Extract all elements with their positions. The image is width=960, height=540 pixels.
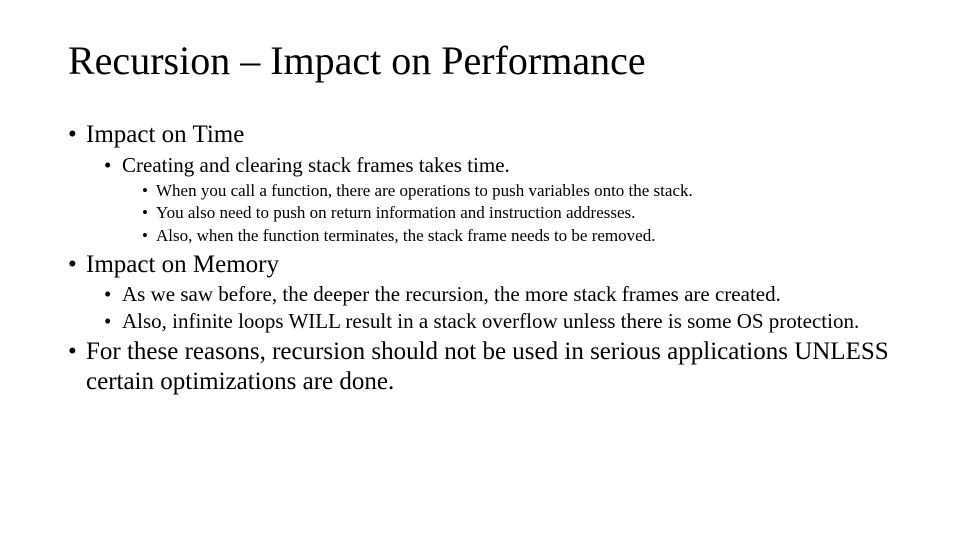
bullet-lvl1: Impact on Memory As we saw before, the d… — [68, 250, 892, 335]
bullet-lvl2: As we saw before, the deeper the recursi… — [104, 282, 892, 308]
bullet-text: For these reasons, recursion should not … — [86, 338, 889, 396]
bullet-text: You also need to push on return informat… — [156, 203, 635, 222]
bullet-sublist: As we saw before, the deeper the recursi… — [86, 282, 892, 334]
bullet-list: Impact on Time Creating and clearing sta… — [68, 120, 892, 398]
bullet-text: Impact on Memory — [86, 251, 279, 278]
bullet-lvl2: Also, infinite loops WILL result in a st… — [104, 309, 892, 335]
bullet-text: Also, infinite loops WILL result in a st… — [122, 309, 859, 333]
bullet-lvl3: Also, when the function terminates, the … — [142, 225, 892, 246]
bullet-sublist: When you call a function, there are oper… — [122, 180, 892, 246]
bullet-text: When you call a function, there are oper… — [156, 181, 693, 200]
bullet-lvl2: Creating and clearing stack frames takes… — [104, 153, 892, 246]
bullet-text: Also, when the function terminates, the … — [156, 226, 655, 245]
slide: Recursion – Impact on Performance Impact… — [0, 0, 960, 540]
bullet-lvl3: You also need to push on return informat… — [142, 202, 892, 223]
bullet-text: Impact on Time — [86, 121, 244, 148]
bullet-text: As we saw before, the deeper the recursi… — [122, 282, 781, 306]
bullet-lvl3: When you call a function, there are oper… — [142, 180, 892, 201]
bullet-text: Creating and clearing stack frames takes… — [122, 153, 510, 177]
slide-title: Recursion – Impact on Performance — [68, 38, 892, 84]
bullet-lvl1: For these reasons, recursion should not … — [68, 337, 892, 398]
bullet-lvl1: Impact on Time Creating and clearing sta… — [68, 120, 892, 246]
bullet-sublist: Creating and clearing stack frames takes… — [86, 153, 892, 246]
